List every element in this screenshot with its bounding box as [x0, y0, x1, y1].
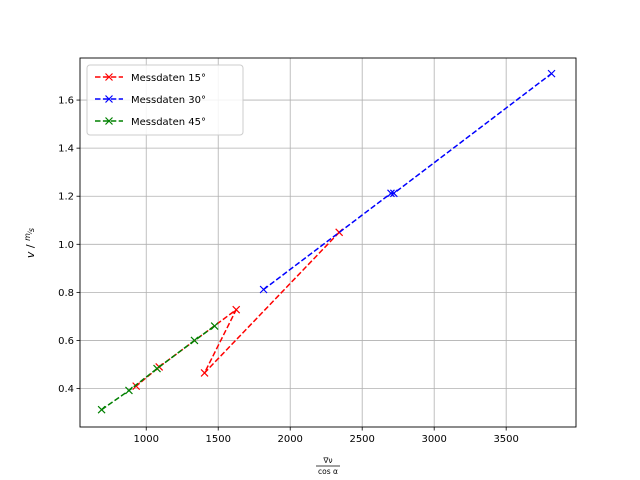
data-point-marker: [97, 405, 106, 414]
y-tick-label: 1.0: [58, 240, 74, 251]
x-axis-label-denominator: cos α: [318, 467, 338, 476]
y-tick-label: 0.8: [58, 288, 74, 299]
x-tick-label: 1500: [205, 434, 230, 445]
plot-area-frame: [79, 57, 577, 428]
x-tick-label: 2000: [277, 434, 302, 445]
legend-marker: [105, 117, 113, 125]
legend-marker: [105, 73, 113, 81]
series-line: [263, 73, 552, 291]
x-tick-label: 1000: [134, 434, 159, 445]
data-point-marker: [259, 285, 268, 294]
x-tick-label: 2500: [349, 434, 374, 445]
y-tick-label: 1.4: [58, 144, 74, 155]
y-tick-label: 0.6: [58, 336, 74, 347]
x-tick-label: 3000: [421, 434, 446, 445]
y-axis-label: v / m⁄s: [23, 228, 37, 258]
x-axis-label: ∇ν cos α: [316, 456, 340, 476]
legend-entry: Messdaten 30°: [95, 95, 206, 106]
legend-label: Messdaten 30°: [131, 95, 206, 106]
series-2: [259, 69, 556, 294]
legend: Messdaten 15° Messdaten 30° Messdaten 45°: [86, 64, 244, 136]
axis-ticks: 1000 1500 2000 2500 3000 3500 0.4 0.6 0.8 1.0 1.2 1…: [58, 96, 519, 445]
legend-box: [86, 64, 244, 136]
data-point-marker: [210, 322, 219, 330]
series-3: [97, 322, 219, 414]
y-tick-label: 1.6: [58, 96, 74, 107]
data-point-marker: [232, 305, 241, 314]
legend-label: Messdaten 15°: [131, 73, 206, 84]
y-tick-label: 0.4: [58, 384, 74, 395]
x-axis-label-numerator: ∇ν: [322, 456, 332, 465]
data-point-marker: [190, 336, 199, 345]
data-point-marker: [389, 189, 398, 198]
data-series: [97, 69, 556, 414]
data-point-marker: [387, 189, 395, 198]
legend-entry: Messdaten 45°: [95, 117, 206, 128]
y-tick-label: 1.2: [58, 192, 74, 203]
legend-marker: [105, 95, 113, 103]
y-axis-label-text: v / m⁄s: [23, 228, 37, 258]
x-tick-label: 3500: [493, 434, 518, 445]
legend-label: Messdaten 45°: [131, 117, 206, 128]
data-point-marker: [132, 382, 141, 391]
data-point-marker: [125, 386, 133, 395]
grid: [80, 58, 576, 427]
data-point-marker: [153, 364, 161, 373]
data-point-marker: [547, 69, 556, 78]
legend-entry: Messdaten 15°: [95, 73, 206, 84]
data-point-marker: [200, 368, 209, 377]
